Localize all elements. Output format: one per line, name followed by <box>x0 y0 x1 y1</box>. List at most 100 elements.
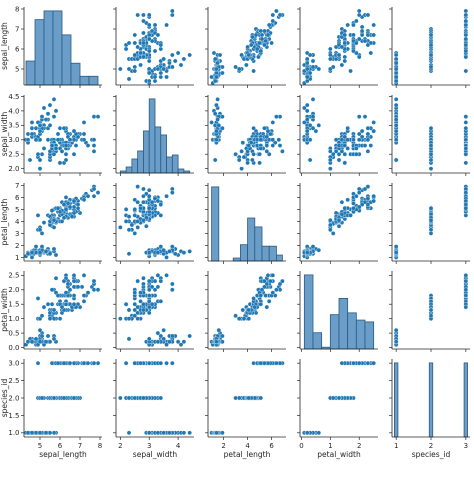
scatter-point <box>95 190 101 195</box>
scatter-point <box>51 225 57 230</box>
scatter-point <box>132 197 138 203</box>
scatter-point <box>339 62 345 68</box>
scatter-point <box>49 287 55 293</box>
scatter-point <box>428 151 434 157</box>
scatter-point <box>270 137 276 143</box>
scatter-point <box>252 304 258 310</box>
scatter-point <box>138 205 143 211</box>
scatter-point <box>126 316 132 321</box>
x-axis-label: petal_length <box>224 450 271 459</box>
scatter-point <box>141 395 146 401</box>
scatter-point <box>246 395 252 401</box>
scatter-point <box>428 307 434 313</box>
scatter-point <box>359 24 365 30</box>
y-tick-label: 1 <box>15 254 19 262</box>
x-tick-label: 4 <box>245 442 250 450</box>
scatter-point <box>362 186 368 192</box>
panel-petal_length-vs-petal_length <box>205 183 286 264</box>
scatter-point <box>29 255 35 260</box>
scatter-point <box>27 157 33 163</box>
scatter-point <box>155 430 161 436</box>
scatter-point <box>371 198 376 204</box>
scatter-point <box>212 111 218 117</box>
scatter-point <box>172 251 178 257</box>
histogram-bar <box>154 126 162 174</box>
scatter-point <box>95 287 101 293</box>
scatter-point <box>135 199 140 205</box>
scatter-point <box>61 215 67 221</box>
scatter-point <box>67 137 73 143</box>
y-tick-label: 6 <box>15 45 20 53</box>
scatter-point <box>463 278 469 284</box>
scatter-point <box>348 68 353 74</box>
scatter-point <box>158 46 164 52</box>
scatter-point <box>246 143 252 148</box>
scatter-point <box>342 58 348 64</box>
scatter-point <box>393 74 399 80</box>
scatter-point <box>276 137 282 143</box>
scatter-point <box>251 125 256 131</box>
panel-petal_width-vs-sepal_width <box>113 271 194 352</box>
scatter-point <box>393 97 399 102</box>
scatter-point <box>51 246 57 252</box>
scatter-point <box>141 12 146 18</box>
scatter-point <box>214 137 219 143</box>
histogram-bar <box>268 245 277 262</box>
scatter-point <box>214 339 219 345</box>
scatter-point <box>365 184 371 189</box>
histogram-bar <box>88 75 99 86</box>
scatter-point <box>211 50 217 56</box>
scatter-point <box>132 395 138 401</box>
scatter-point <box>43 249 49 254</box>
histogram-bar <box>137 150 144 174</box>
scatter-point <box>277 12 283 18</box>
scatter-point <box>91 186 97 192</box>
scatter-point <box>214 430 219 436</box>
scatter-point <box>167 430 172 436</box>
scatter-point <box>258 146 264 151</box>
scatter-point <box>187 333 192 339</box>
scatter-point <box>71 273 77 278</box>
y-tick-label: 1.5 <box>8 301 19 309</box>
scatter-point <box>313 128 319 134</box>
scatter-point <box>359 128 365 134</box>
scatter-point <box>39 151 45 157</box>
scatter-point <box>463 18 469 24</box>
scatter-point <box>304 78 310 84</box>
histogram-bar <box>79 75 90 86</box>
scatter-point <box>95 360 101 366</box>
scatter-point <box>348 213 353 218</box>
histogram-bar <box>364 321 375 350</box>
scatter-point <box>170 8 175 14</box>
scatter-point <box>152 287 158 293</box>
panel-petal_length-vs-species_id <box>389 183 470 264</box>
scatter-point <box>253 32 259 38</box>
scatter-point <box>216 123 222 128</box>
y-tick-label: 4.5 <box>8 93 19 101</box>
scatter-point <box>393 339 399 345</box>
scatter-point <box>262 42 267 48</box>
scatter-point <box>91 149 97 154</box>
scatter-point <box>81 293 87 298</box>
scatter-point <box>310 244 316 249</box>
scatter-point <box>51 395 57 401</box>
scatter-point <box>330 64 336 70</box>
y-tick-label: 2.5 <box>8 377 19 385</box>
scatter-point <box>79 284 85 290</box>
scatter-point <box>35 151 41 157</box>
scatter-point <box>307 157 313 163</box>
scatter-point <box>463 114 469 119</box>
scatter-point <box>365 32 371 38</box>
scatter-point <box>118 395 123 401</box>
scatter-point <box>239 166 244 171</box>
scatter-point <box>132 360 138 366</box>
scatter-point <box>351 137 356 143</box>
scatter-point <box>354 146 359 151</box>
scatter-point <box>304 102 310 108</box>
scatter-point <box>246 316 252 321</box>
scatter-point <box>351 32 356 38</box>
scatter-point <box>81 273 87 278</box>
scatter-point <box>35 296 41 301</box>
scatter-point <box>126 66 132 72</box>
panel-sepal_width-vs-species_id <box>389 95 470 176</box>
